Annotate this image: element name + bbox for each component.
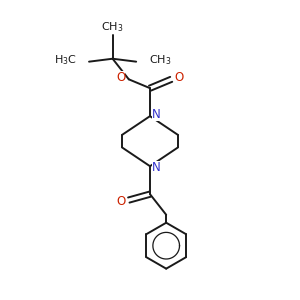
Text: N: N	[152, 109, 161, 122]
Text: CH$_3$: CH$_3$	[148, 54, 171, 68]
Text: CH$_3$: CH$_3$	[101, 20, 124, 34]
Text: O: O	[175, 71, 184, 84]
Text: O: O	[116, 71, 125, 84]
Text: N: N	[152, 161, 161, 174]
Text: H$_3$C: H$_3$C	[54, 54, 77, 68]
Text: O: O	[116, 195, 125, 208]
